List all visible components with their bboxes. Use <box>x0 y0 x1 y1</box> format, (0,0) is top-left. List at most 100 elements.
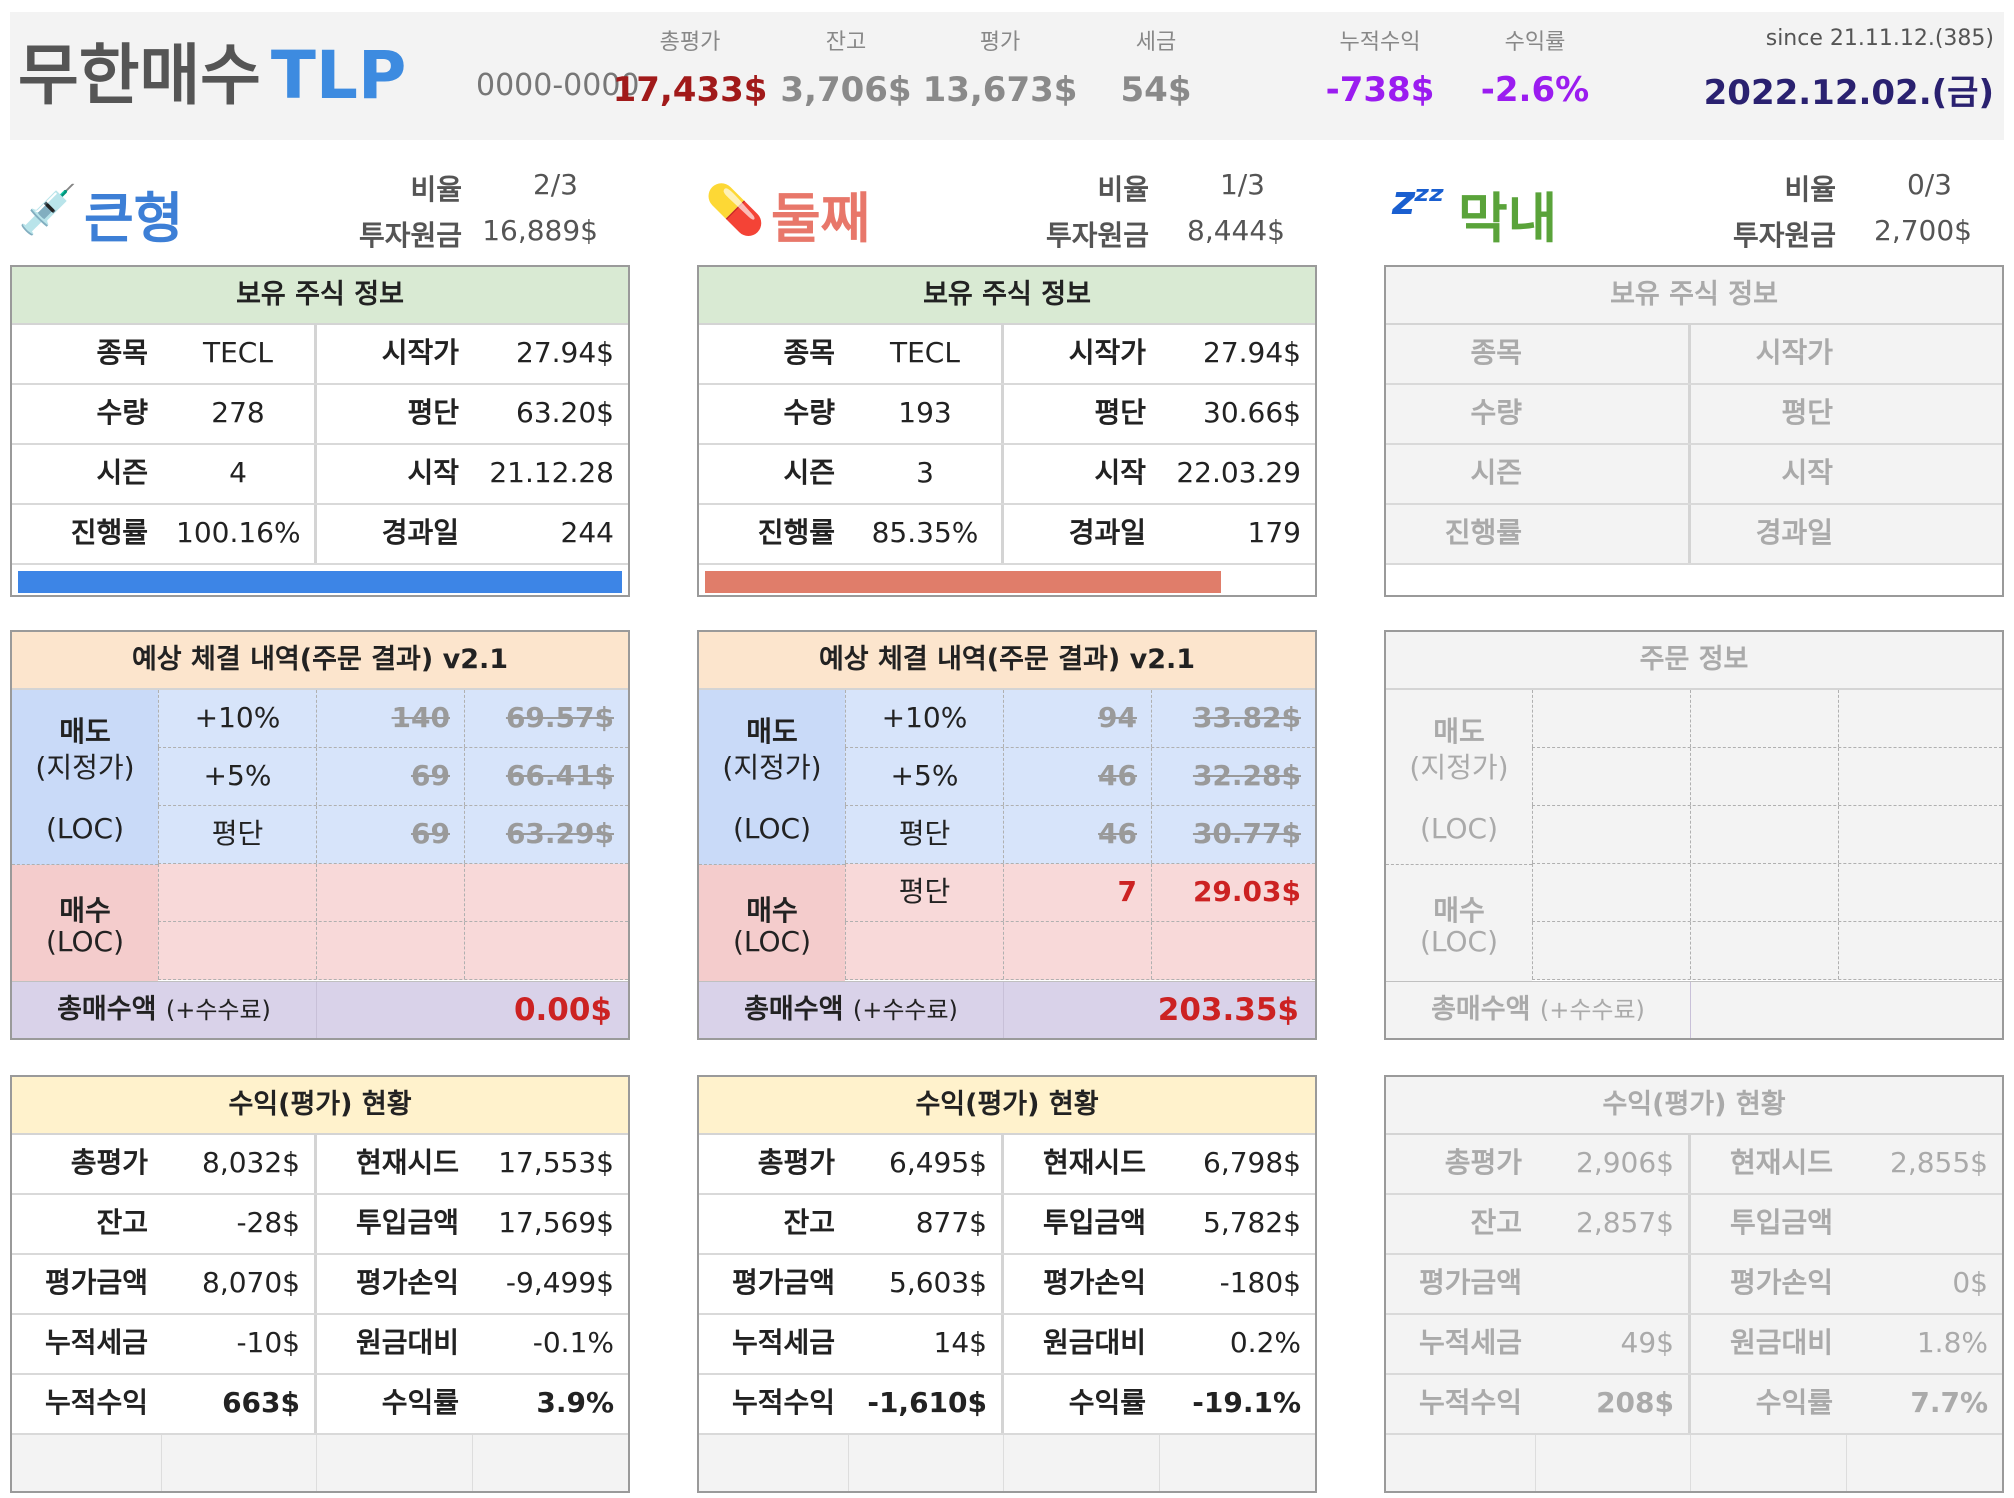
field-value: 27.94$ <box>516 336 614 369</box>
stat-label: 수익률 <box>1504 30 1566 55</box>
field-label: 경과일 <box>1755 516 1833 549</box>
field-label: 시작가 <box>1755 336 1833 369</box>
field-label: 누적세금 <box>44 1326 148 1359</box>
field-label: 현재시드 <box>1729 1146 1833 1179</box>
order-type <box>158 922 316 979</box>
since-block: since 21.11.12.(385) 2022.12.02.(금) <box>1704 26 1994 114</box>
field-value: 5,782$ <box>1203 1206 1301 1239</box>
field-label: 잔고 <box>96 1206 148 1239</box>
pl-card: 수익(평가) 현황 총평가 6,495$ 현재시드 6,798$ 잔고 877$ 투입금액 5,… <box>697 1075 1317 1493</box>
field-value <box>1536 325 1691 383</box>
field-value: 877$ <box>849 1195 1004 1253</box>
total-buy-label: 총매수액 (+수수료) <box>1386 982 1691 1038</box>
pl-row: 총평가 2,906$ 현재시드 2,855$ <box>1386 1135 2002 1195</box>
field-value: 22.03.29 <box>1176 456 1301 489</box>
field-label: 총평가 <box>70 1146 148 1179</box>
pl-row: 잔고 877$ 투입금액 5,782$ <box>699 1195 1315 1255</box>
sell-order-row: +10% 140 69.57$ <box>158 690 628 748</box>
field-label: 수익률 <box>1068 1386 1146 1419</box>
progress-track <box>699 565 1315 595</box>
sell-order-row <box>1532 690 2002 748</box>
holdings-row: 시즌 4 시작 21.12.28 <box>12 445 628 505</box>
field-value <box>1847 505 2002 563</box>
field-label: 평단 <box>407 396 459 429</box>
orders-title: 예상 체결 내역(주문 결과) v2.1 <box>699 632 1315 690</box>
order-qty <box>316 922 464 979</box>
field-value: 193 <box>849 385 1004 443</box>
field-label: 시즌 <box>1470 456 1522 489</box>
sell-order-row: +5% 69 66.41$ <box>158 748 628 806</box>
pl-card: 수익(평가) 현황 총평가 8,032$ 현재시드 17,553$ 잔고 -28$ 투입금액 1… <box>10 1075 630 1493</box>
buy-section-label: 매수 (LOC) <box>1386 865 1532 981</box>
order-price: 33.82$ <box>1151 690 1315 747</box>
order-type: +5% <box>845 748 1003 805</box>
buy-section-label: 매수 (LOC) <box>699 865 845 981</box>
pill-icon: 💊 <box>705 182 765 238</box>
field-label: 진행률 <box>757 516 835 549</box>
field-label: 총평가 <box>1444 1146 1522 1179</box>
order-price <box>1838 806 2002 863</box>
field-value: -28$ <box>162 1195 317 1253</box>
pl-row: 잔고 -28$ 투입금액 17,569$ <box>12 1195 628 1255</box>
total-buy-label: 총매수액 (+수수료) <box>699 982 1004 1038</box>
holdings-row: 종목 TECL 시작가 27.94$ <box>12 325 628 385</box>
holdings-row: 진행률 100.16% 경과일 244 <box>12 505 628 565</box>
ratio-label: 비율 <box>1097 173 1149 206</box>
field-value: 3.9% <box>536 1386 614 1419</box>
pl-card: 수익(평가) 현황 총평가 2,906$ 현재시드 2,855$ 잔고 2,857$ 투입금액… <box>1384 1075 2004 1493</box>
order-qty <box>1690 922 1838 979</box>
field-value: -19.1% <box>1192 1386 1301 1419</box>
orders-card: 예상 체결 내역(주문 결과) v2.1 매도 (지정가) (LOC) 매수 (LOC) +… <box>10 630 630 1040</box>
invest-value: 8,444$ <box>1187 214 1285 247</box>
field-value: 49$ <box>1536 1315 1691 1373</box>
field-value: 14$ <box>849 1315 1004 1373</box>
pl-row: 평가금액 5,603$ 평가손익 -180$ <box>699 1255 1315 1315</box>
field-value: -0.1% <box>532 1326 614 1359</box>
pl-row: 누적세금 -10$ 원금대비 -0.1% <box>12 1315 628 1375</box>
sell-order-row <box>1532 806 2002 864</box>
field-label: 투입금액 <box>1729 1206 1833 1239</box>
app-title-accent: TLP <box>270 37 407 114</box>
field-value: 17,569$ <box>498 1206 614 1239</box>
field-value: -180$ <box>1219 1266 1301 1299</box>
order-qty <box>1690 748 1838 805</box>
holdings-row: 진행률 경과일 <box>1386 505 2002 565</box>
pl-row: 누적수익 663$ 수익률 3.9% <box>12 1375 628 1435</box>
sell-section-label: 매도 (지정가) (LOC) <box>1386 690 1532 865</box>
pl-empty-row <box>699 1435 1315 1491</box>
stat-value: -2.6% <box>1480 70 1590 110</box>
order-qty: 7 <box>1003 864 1151 921</box>
field-label: 평가손익 <box>1729 1266 1833 1299</box>
pl-row: 평가금액 평가손익 0$ <box>1386 1255 2002 1315</box>
field-value: 85.35% <box>849 505 1004 563</box>
order-type <box>1532 748 1690 805</box>
stat-3: 세금 54$ <box>1066 24 1246 110</box>
pl-row: 누적세금 14$ 원금대비 0.2% <box>699 1315 1315 1375</box>
order-type <box>1532 690 1690 747</box>
ratio-value: 0/3 <box>1906 168 1952 201</box>
order-price <box>1838 690 2002 747</box>
field-value <box>1847 325 2002 383</box>
sell-order-row: 평단 69 63.29$ <box>158 806 628 864</box>
total-buy-value: 203.35$ <box>1157 992 1299 1028</box>
field-label: 평단 <box>1094 396 1146 429</box>
order-price <box>1838 748 2002 805</box>
buy-section-label: 매수 (LOC) <box>12 865 158 981</box>
buy-order-row: 평단 7 29.03$ <box>845 864 1315 922</box>
holdings-title: 보유 주식 정보 <box>12 267 628 325</box>
sell-order-row: +10% 94 33.82$ <box>845 690 1315 748</box>
order-type: 평단 <box>845 806 1003 863</box>
ratio-label: 비율 <box>410 173 462 206</box>
order-price: 29.03$ <box>1151 864 1315 921</box>
syringe-icon: 💉 <box>18 182 78 238</box>
orders-title: 예상 체결 내역(주문 결과) v2.1 <box>12 632 628 690</box>
order-type <box>1532 806 1690 863</box>
sell-section-label: 매도 (지정가) (LOC) <box>12 690 158 865</box>
app-title: 무한매수 TLP <box>18 37 407 114</box>
order-type <box>158 864 316 921</box>
field-label: 원금대비 <box>1042 1326 1146 1359</box>
pane-header: 💊 둘째 비율 1/3 투자원금 8,444$ <box>697 150 1317 260</box>
total-buy-row: 총매수액 (+수수료) 0.00$ <box>12 981 628 1038</box>
order-qty <box>1690 690 1838 747</box>
field-label: 수량 <box>96 396 148 429</box>
